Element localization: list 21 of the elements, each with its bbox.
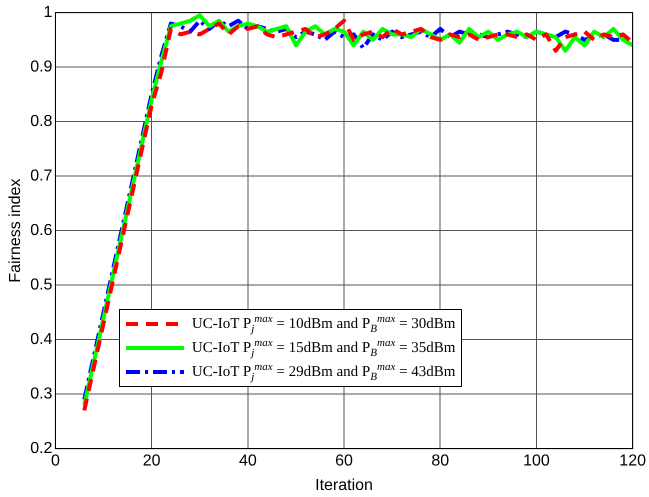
x-tick-label: 40 [238, 452, 257, 470]
y-tick-label: 0.4 [30, 331, 53, 348]
y-tick-label: 0.2 [30, 440, 53, 458]
x-tick-label: 100 [523, 452, 550, 470]
y-tick-label: 0.8 [30, 113, 53, 130]
legend-label: UC-IoT P$_{j}$$^{max}$ = 15dBm and P$_{B}$$^{max}$ = 35dBm [192, 336, 456, 359]
x-axis-title: Iteration [315, 476, 373, 494]
y-tick-label: 0.5 [30, 276, 53, 294]
y-tick-label: 0.6 [30, 222, 53, 240]
legend-label: UC-IoT P$_{j}$$^{max}$ = 29dBm and P$_{B}$$^{max}$ = 43dBm [192, 360, 456, 383]
x-tick-label: 60 [335, 452, 354, 470]
x-tick-label: 120 [619, 452, 646, 470]
y-tick-label: 0.7 [30, 168, 53, 185]
y-tick-label: 0.3 [30, 386, 53, 403]
y-tick-label: 1 [44, 4, 53, 22]
x-tick-label: 0 [50, 452, 60, 470]
x-tick-label: 80 [431, 452, 450, 470]
y-axis-title: Fairness index [7, 178, 24, 283]
legend-label: UC-IoT P$_{j}$$^{max}$ = 10dBm and P$_{B}$$^{max}$ = 30dBm [192, 312, 456, 335]
y-tick-label: 0.9 [30, 58, 53, 76]
x-tick-label: 20 [142, 452, 161, 470]
